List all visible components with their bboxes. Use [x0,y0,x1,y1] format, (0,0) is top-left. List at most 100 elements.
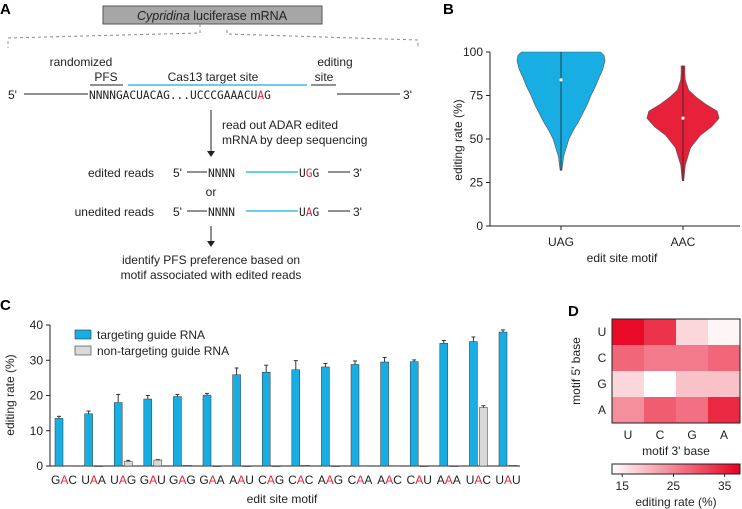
bar-non-targeting [212,465,222,467]
c-x-tick-label: GAU [140,473,166,487]
motif-base: U [245,473,254,487]
bar-targeting [291,369,301,467]
pfs-label: PFS [94,70,117,84]
c-y-tick-label: 10 [30,424,44,438]
heatmap-border [611,318,741,424]
panel-c: C editing rate (%) edit site motif targe… [0,297,521,506]
bar-non-targeting [419,465,429,467]
c-x-tick-label: GAA [199,473,224,487]
sequence: NNNNGACUACAG...UCCCGAAACUAG [89,89,271,102]
c-x-tick-label: CAA [348,473,373,487]
bar-non-targeting [94,465,103,467]
mrna-title: Cypridina luciferase mRNA [137,9,288,23]
bar-targeting [261,371,271,467]
panel-label-d: D [568,303,579,320]
motif-base: G [140,473,149,487]
legend-swatch-targeting [74,329,92,340]
bar-targeting [232,374,241,467]
legend-targeting: targeting guide RNA [97,328,205,342]
unedited-reads-label: unedited reads [75,205,154,219]
motif-base: A [217,473,225,487]
edited-nnnn: NNNN [208,167,235,180]
c-y-tick-label: 40 [30,318,44,332]
c-x-tick-label: AAA [437,473,461,487]
c-x-tick-label: UAC [466,473,492,487]
b-ylabel: editing rate (%) [451,99,465,180]
motif-base: U [495,473,504,487]
c-x-tick-label: AAU [229,473,254,487]
colorbar-tick-label: 25 [667,479,681,493]
heatmap-cell [676,345,708,371]
bar-non-targeting [242,465,251,467]
motif-base: A [437,473,445,487]
bar-non-targeting [390,465,399,467]
bar-targeting [350,364,360,467]
heatmap-cell [612,345,644,371]
violin-median [559,78,563,82]
bar-non-targeting [64,465,74,467]
unedited-motif-pre: U [299,206,306,219]
sequence-edit-base: A [257,89,264,102]
c-x-tick-label: GAC [51,473,77,487]
col-label: G [687,428,696,442]
motif-base: U [110,473,119,487]
motif-base: G [199,473,208,487]
mrna-title-rest: luciferase mRNA [190,9,288,23]
d-xlabel: motif 3' base [642,444,710,458]
edited-reads-label: edited reads [88,166,154,180]
col-label: U [624,428,633,442]
motif-base: A [90,473,98,487]
motif-base: A [385,473,393,487]
edited-motif-post: G [313,167,320,180]
heatmap-cell [644,397,676,423]
colorbar [611,463,741,475]
motif-base: A [326,473,334,487]
motif-base: C [68,473,77,487]
b-x-tick-label: UAG [548,235,574,249]
unedited-five: 5' [173,205,182,219]
arrow-head-2 [207,241,215,247]
c-y-tick-label: 0 [36,459,43,473]
motif-base: C [258,473,267,487]
mrna-title-italic: Cypridina [137,9,190,23]
motif-base: A [178,473,186,487]
motif-base: C [393,473,402,487]
col-label: C [656,428,665,442]
heatmap-cell [612,371,644,397]
bar-non-targeting [331,465,340,467]
motif-base: A [415,473,423,487]
randomized-label: randomized [50,55,113,69]
motif-base: A [119,473,127,487]
panel-a: A Cypridina luciferase mRNA randomized P… [0,1,419,282]
heatmap-cell [612,397,644,423]
violin-median [681,116,685,120]
c-x-tick-label: CAC [288,473,314,487]
motif-base: U [466,473,475,487]
row-label: G [597,377,606,391]
panel-d: D motif 5' base motif 3' base editing ra… [568,303,741,509]
motif-base: A [377,473,385,487]
five-prime: 5' [8,88,17,102]
bar-targeting [409,361,419,467]
unedited-three: 3' [353,205,362,219]
heatmap-cell [644,345,676,371]
c-y-tick-label: 30 [30,353,44,367]
motif-base: G [169,473,178,487]
zoom-bracket [7,24,419,48]
edited-three: 3' [353,166,362,180]
bar-non-targeting [153,459,163,467]
colorbar-tick-label: 35 [718,479,732,493]
c-x-tick-label: UAA [81,473,106,487]
bar-targeting [498,331,508,467]
motif-base: A [267,473,275,487]
motif-base: A [98,473,106,487]
motif-base: A [209,473,217,487]
heatmap-cell [676,319,708,345]
bar-non-targeting [123,461,133,467]
step2-line1: identify PFS preference based on [122,253,300,267]
motif-base: A [229,473,237,487]
heatmap-cell [708,345,740,371]
row-label: A [598,403,606,417]
step1-line1: read out ADAR edited [222,118,338,132]
b-xlabel: edit site motif [587,251,658,265]
